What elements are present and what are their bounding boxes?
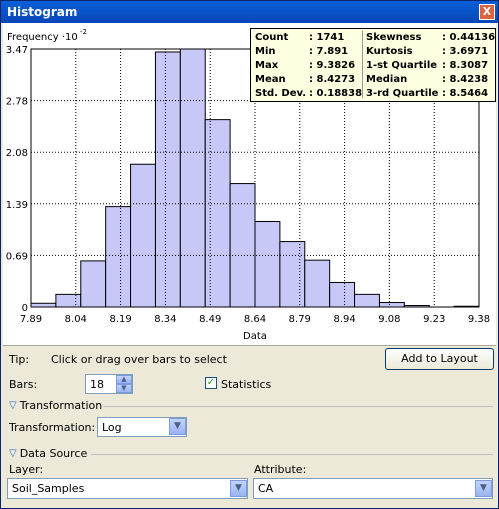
stat-value: : 7.891 <box>309 46 349 57</box>
collapse-chevron-icon[interactable]: ▽ <box>9 400 17 411</box>
data-source-section-label: Data Source <box>19 447 88 460</box>
x-tick-label: 7.89 <box>20 314 42 325</box>
bars-decrement-button[interactable]: ▼ <box>116 384 132 393</box>
y-tick-label: 2.08 <box>6 148 28 159</box>
x-tick-label: 8.94 <box>333 314 355 325</box>
x-axis-label: Data <box>243 331 267 342</box>
attribute-select[interactable]: CA <box>253 478 493 499</box>
histogram-bar[interactable] <box>105 206 132 308</box>
layer-select[interactable]: Soil_Samples <box>7 478 248 499</box>
y-tick-label: 1.39 <box>6 200 28 211</box>
x-tick-label: 8.79 <box>289 314 311 325</box>
stats-right-values: : 0.44136 : 3.6971 : 8.3087 : 8.4238 : 8… <box>442 31 495 101</box>
stats-left-values: : 1741 : 7.891 : 9.3826 : 8.4273 : 0.188… <box>309 31 362 101</box>
x-tick-label: 9.23 <box>423 314 445 325</box>
histogram-bar[interactable] <box>329 281 356 308</box>
y-tick-label: 2.78 <box>6 97 28 108</box>
close-button[interactable]: X <box>479 4 495 20</box>
stats-left-labels: Count Min Max Mean Std. Dev. <box>255 31 306 101</box>
layer-label: Layer: <box>9 463 44 476</box>
statistics-panel: Count Min Max Mean Std. Dev. : 1741 : 7.… <box>250 28 496 102</box>
stat-label: Count <box>255 32 289 43</box>
histogram-bar[interactable] <box>204 119 231 308</box>
transformation-value: Log <box>102 421 122 434</box>
transformation-select[interactable]: Log <box>97 417 187 437</box>
x-tick-label: 8.19 <box>109 314 131 325</box>
layer-value: Soil_Samples <box>12 482 85 495</box>
stats-divider <box>362 31 363 98</box>
stat-value: : 0.44136 <box>442 32 496 43</box>
stat-value: : 8.4238 <box>442 74 489 85</box>
histogram-bar[interactable] <box>80 260 107 308</box>
chevron-down-icon[interactable]: ▼ <box>230 480 247 497</box>
stat-label: Median <box>366 74 408 85</box>
stat-label: Mean <box>255 74 286 85</box>
histogram-chart[interactable]: 7.89 8.04 8.19 8.34 8.49 8.64 8.79 8.94 9.08 9.23… <box>3 23 496 345</box>
window-title: Histogram <box>7 5 78 19</box>
y-tick-label: 3.47 <box>6 45 28 56</box>
histogram-bar[interactable] <box>304 259 331 308</box>
x-tick-label: 8.64 <box>244 314 266 325</box>
attribute-label: Attribute: <box>254 463 307 476</box>
tip-text: Click or drag over bars to select <box>51 353 227 366</box>
stat-label: Skewness <box>366 32 422 43</box>
histogram-bar[interactable] <box>179 48 206 308</box>
stat-value: : 9.3826 <box>309 60 356 71</box>
bars-increment-button[interactable]: ▲ <box>116 375 132 384</box>
histogram-bar[interactable] <box>378 302 405 308</box>
y-tick-label: 0.69 <box>6 251 28 262</box>
histogram-bar[interactable] <box>254 220 281 308</box>
x-tick-label: 8.04 <box>65 314 87 325</box>
statistics-label: Statistics <box>221 378 272 391</box>
histogram-bar[interactable] <box>154 51 181 308</box>
data-source-section-header[interactable]: ▽ Data Source <box>9 447 87 460</box>
x-tick-label: 8.49 <box>199 314 221 325</box>
transformation-section-label: Transformation <box>19 399 103 412</box>
stat-label: Max <box>255 60 279 71</box>
bars-label: Bars: <box>9 378 38 391</box>
stat-value: : 8.3087 <box>442 60 489 71</box>
stat-value: : 3.6971 <box>442 46 489 57</box>
x-tick-label: 9.38 <box>468 314 490 325</box>
stat-label: 1-st Quartile <box>366 60 438 71</box>
stat-value: : 8.4273 <box>309 74 356 85</box>
stat-label: Std. Dev. <box>255 88 307 99</box>
transformation-section-header[interactable]: ▽ Transformation <box>9 399 102 412</box>
section-divider <box>103 406 493 407</box>
stat-value: : 0.18838 <box>309 88 363 99</box>
histogram-bar[interactable] <box>55 293 82 308</box>
statistics-checkbox[interactable]: ✓ <box>205 377 217 389</box>
transformation-label: Transformation: <box>9 421 96 434</box>
x-tick-label: 8.34 <box>154 314 176 325</box>
x-tick-label: 9.08 <box>378 314 400 325</box>
add-to-layout-button[interactable]: Add to Layout <box>385 348 494 370</box>
stat-value: : 1741 <box>309 32 345 43</box>
histogram-bar[interactable] <box>279 241 306 308</box>
stats-right-labels: Skewness Kurtosis 1-st Quartile Median 3… <box>366 31 438 101</box>
title-bar[interactable]: Histogram X <box>1 1 498 23</box>
histogram-bar[interactable] <box>130 163 156 308</box>
stat-value: : 8.5464 <box>442 88 489 99</box>
tip-label: Tip: <box>9 353 30 366</box>
stat-label: Min <box>255 46 276 57</box>
section-divider <box>91 454 493 455</box>
attribute-value: CA <box>258 482 274 495</box>
histogram-bar[interactable] <box>229 183 256 308</box>
histogram-plot[interactable]: 7.89 8.04 8.19 8.34 8.49 8.64 8.79 8.94 9.08 9.23… <box>3 23 496 346</box>
chevron-down-icon[interactable]: ▼ <box>169 418 186 435</box>
y-axis-label: Frequency ·10 <box>7 32 78 43</box>
histogram-bar[interactable] <box>354 293 380 308</box>
chevron-down-icon[interactable]: ▼ <box>475 480 492 497</box>
collapse-chevron-icon[interactable]: ▽ <box>9 448 17 459</box>
y-axis-label-exponent: -2 <box>80 28 87 36</box>
bars-value: 18 <box>90 378 104 391</box>
y-tick-label: 0 <box>22 303 28 314</box>
histogram-bar[interactable] <box>30 302 57 308</box>
stat-label: 3-rd Quartile <box>366 88 439 99</box>
stat-label: Kurtosis <box>366 46 413 57</box>
